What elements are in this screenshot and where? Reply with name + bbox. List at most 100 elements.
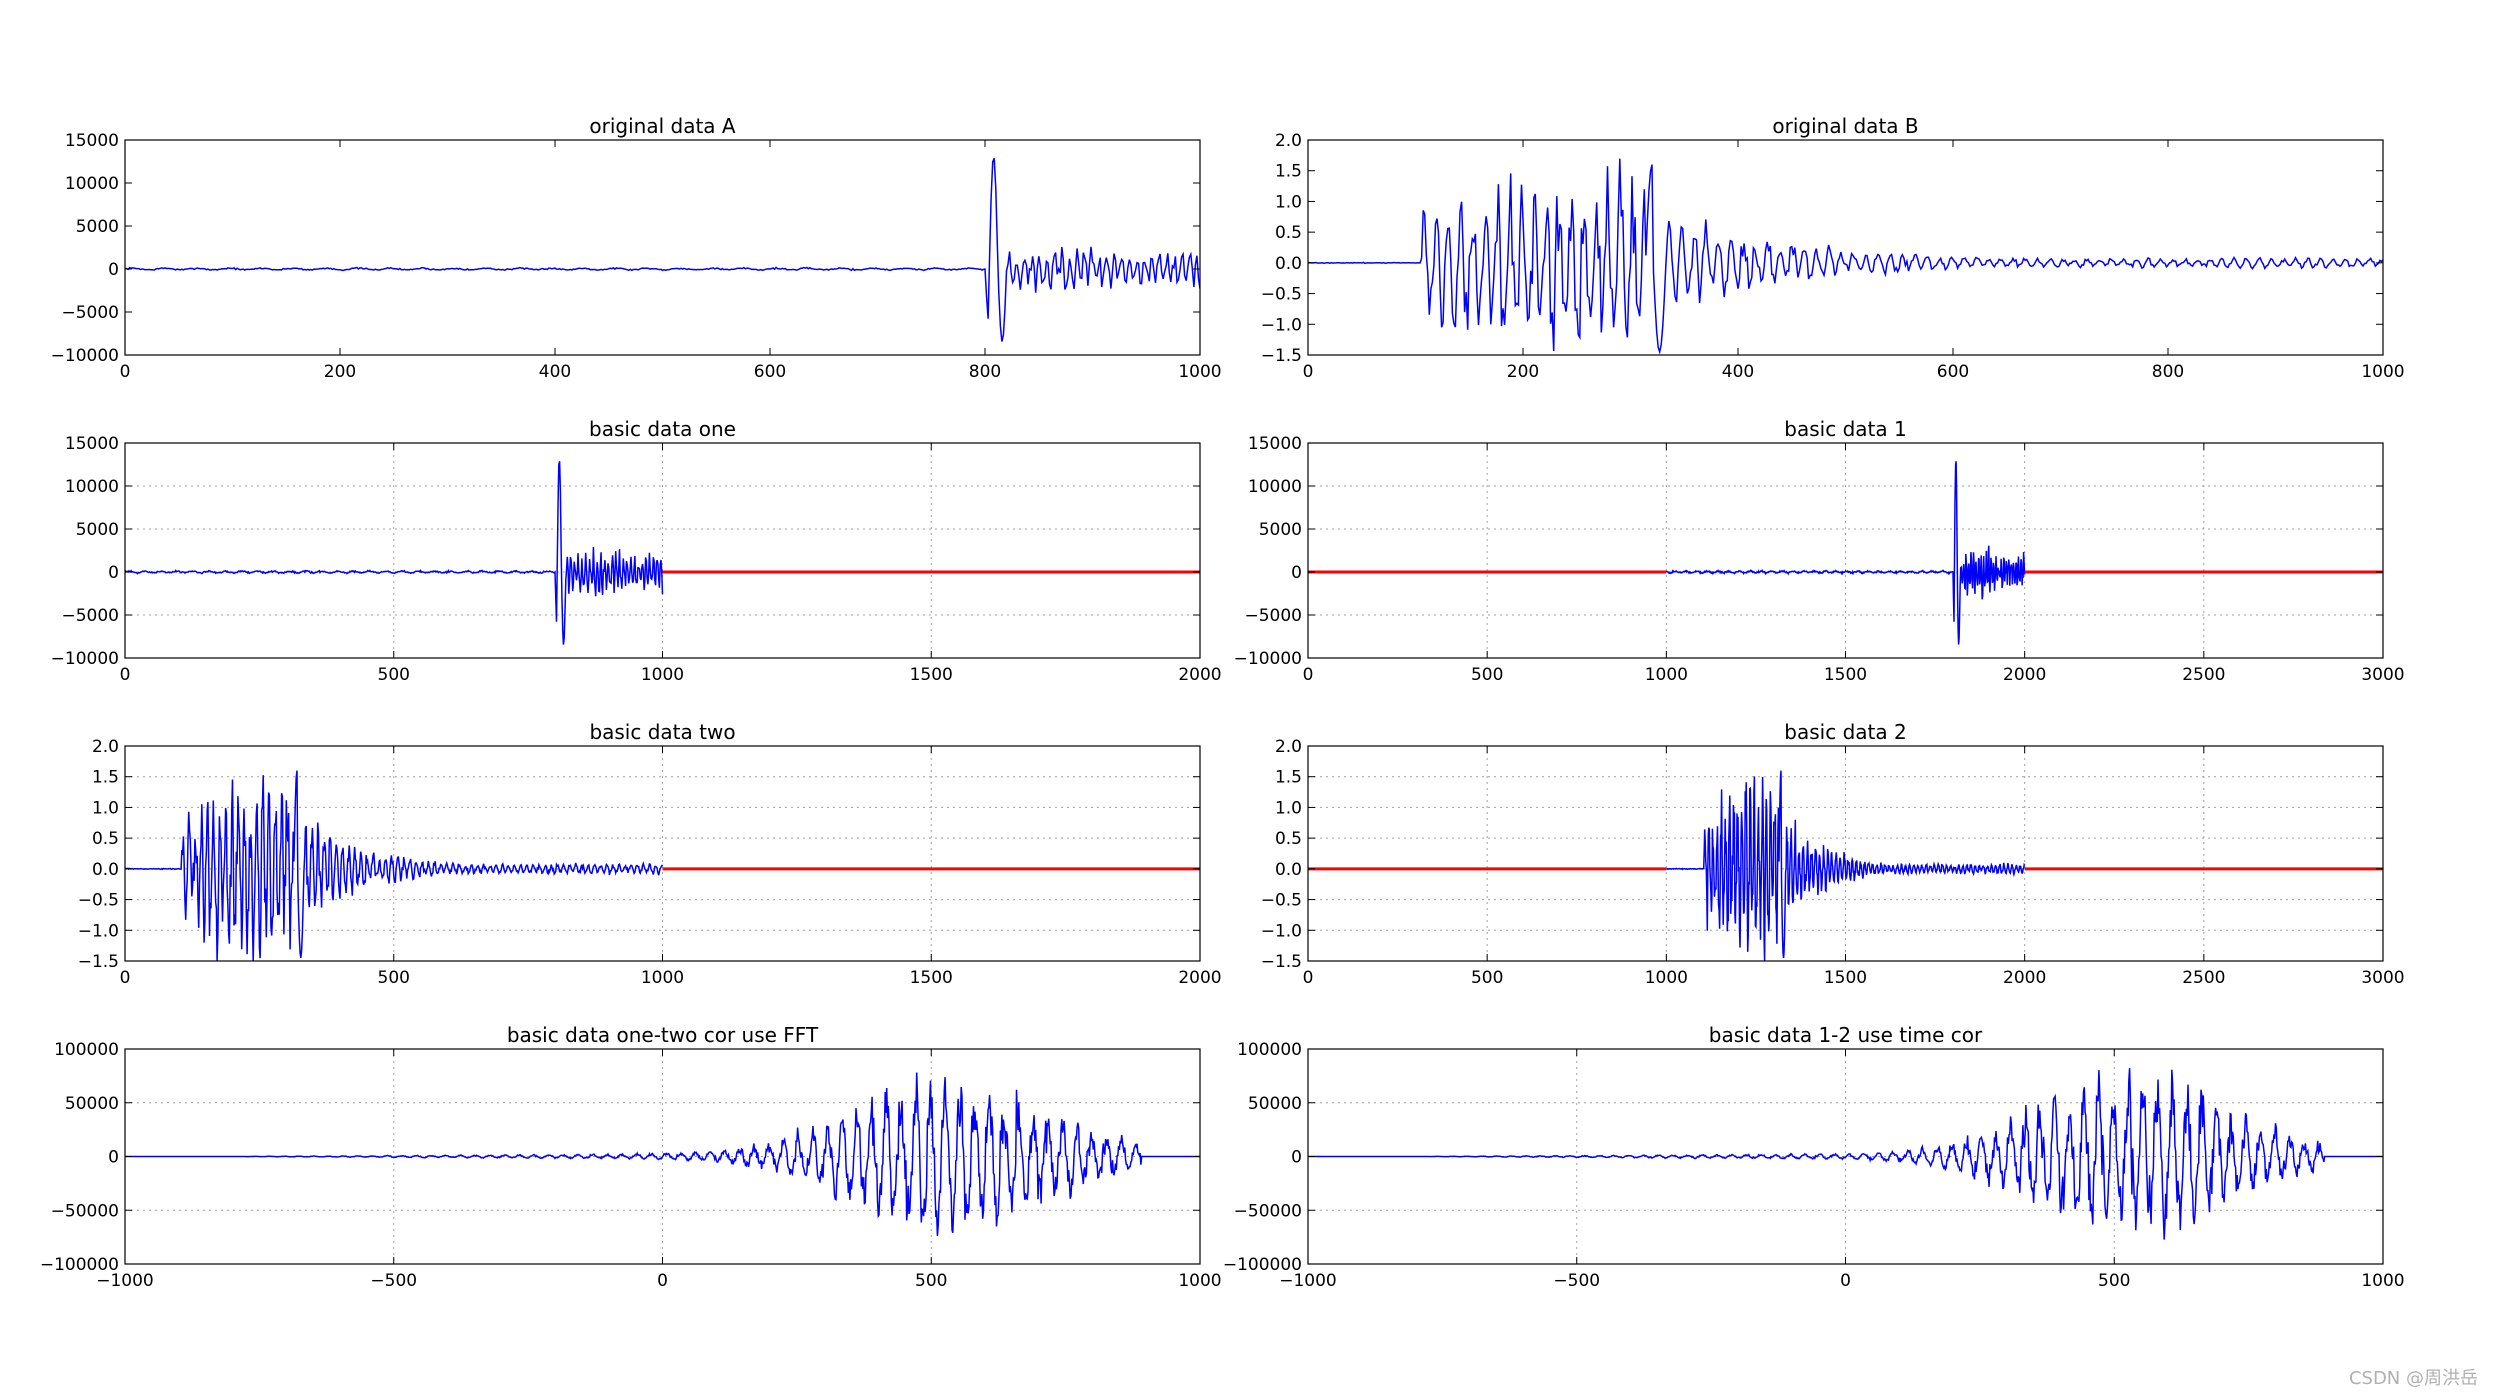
- y-tick-label: 0: [108, 1148, 119, 1168]
- subplot-title: original data A: [589, 114, 736, 138]
- x-tick-label: 0: [1303, 362, 1314, 382]
- x-tick-label: 3000: [2361, 665, 2404, 685]
- y-tick-label: 1.0: [1275, 192, 1302, 212]
- y-tick-label: −5000: [1244, 606, 1302, 626]
- y-tick-label: 1.0: [1275, 798, 1302, 818]
- y-tick-label: 5000: [76, 520, 119, 540]
- y-tick-label: −10000: [51, 346, 119, 366]
- x-tick-label: 0: [1303, 968, 1314, 988]
- watermark: CSDN @周洪岳: [2348, 1368, 2478, 1389]
- x-tick-label: 3000: [2361, 968, 2404, 988]
- y-tick-label: 50000: [1248, 1094, 1302, 1114]
- subplot-title: original data B: [1772, 114, 1918, 138]
- y-tick-label: 0: [108, 563, 119, 583]
- series-line-2: [1666, 770, 2026, 961]
- x-tick-label: 800: [969, 362, 1001, 382]
- y-tick-label: 50000: [65, 1094, 119, 1114]
- subplot-title: basic data one: [589, 417, 736, 441]
- y-tick-label: 0.0: [1275, 254, 1302, 274]
- y-tick-label: 1.5: [92, 768, 119, 788]
- y-tick-label: 15000: [65, 434, 119, 454]
- x-tick-label: 500: [1471, 968, 1503, 988]
- y-tick-label: −50000: [1234, 1201, 1302, 1221]
- y-tick-label: 100000: [1237, 1040, 1302, 1060]
- x-tick-label: 200: [1507, 362, 1539, 382]
- series-line-1: [125, 1072, 1200, 1236]
- x-tick-label: 0: [657, 1271, 668, 1291]
- x-tick-label: 1000: [641, 968, 684, 988]
- x-tick-label: 500: [378, 968, 410, 988]
- y-tick-label: −1.5: [1261, 952, 1302, 972]
- y-tick-label: −10000: [1234, 649, 1302, 669]
- x-tick-label: 0: [1303, 665, 1314, 685]
- x-tick-label: −1000: [96, 1271, 154, 1291]
- y-tick-label: −1.0: [78, 921, 119, 941]
- y-tick-label: 0: [108, 260, 119, 280]
- y-tick-label: −0.5: [1261, 891, 1302, 911]
- axes-frame: [1307, 139, 2384, 356]
- y-tick-label: −0.5: [1261, 285, 1302, 305]
- y-tick-label: 5000: [1259, 520, 1302, 540]
- x-tick-label: 600: [754, 362, 786, 382]
- subplot-8: −1000 −500 0 500 1000 −100000 −50000 0 50000 1000…: [1223, 1023, 2405, 1291]
- y-tick-label: 0.0: [92, 860, 119, 880]
- y-tick-label: −1.0: [1261, 921, 1302, 941]
- x-tick-label: 0: [120, 665, 131, 685]
- series-line-2: [1665, 461, 2026, 645]
- subplot-2: 0 200 400 600 800 1000 −1.5 −1.0 −0.5 0.0 0.5 1.0 1.…: [1261, 114, 2405, 382]
- y-tick-label: −100000: [40, 1255, 119, 1275]
- y-tick-label: 0: [1291, 563, 1302, 583]
- x-tick-label: 1500: [910, 665, 953, 685]
- y-tick-label: 10000: [1248, 477, 1302, 497]
- y-tick-label: −100000: [1223, 1255, 1302, 1275]
- axes-frame: [124, 442, 1201, 659]
- axes-frame: [124, 139, 1201, 356]
- y-tick-label: 10000: [65, 174, 119, 194]
- x-tick-label: −500: [370, 1271, 417, 1291]
- x-tick-label: 500: [378, 665, 410, 685]
- y-tick-label: 1.5: [1275, 768, 1302, 788]
- y-tick-label: −10000: [51, 649, 119, 669]
- x-tick-label: 2500: [2182, 665, 2225, 685]
- subplot-6: 0 500 1000 1500 2000 2500 3000 −1.5 −1.0 −0.5 0.0 0…: [1261, 720, 2405, 988]
- y-tick-label: 0.5: [1275, 223, 1302, 243]
- y-tick-label: −50000: [51, 1201, 119, 1221]
- x-tick-label: 1000: [1178, 1271, 1221, 1291]
- x-tick-label: 1000: [641, 665, 684, 685]
- x-tick-label: 1000: [2361, 362, 2404, 382]
- y-tick-label: 1.5: [1275, 162, 1302, 182]
- series-line-1: [125, 770, 664, 961]
- y-tick-label: −1.5: [1261, 346, 1302, 366]
- subplot-1: 0 200 400 600 800 1000 −10000 −5000 0 5000 10000 15…: [51, 114, 1222, 382]
- x-tick-label: −1000: [1279, 1271, 1337, 1291]
- x-tick-label: 1500: [1824, 665, 1867, 685]
- subplot-title: basic data 2: [1784, 720, 1906, 744]
- subplot-4: 0 500 1000 1500 2000 2500 3000 −10000 −5000 0 5000…: [1234, 417, 2405, 685]
- y-tick-label: −0.5: [78, 891, 119, 911]
- x-tick-label: 1000: [1645, 665, 1688, 685]
- subplot-title: basic data two: [589, 720, 735, 744]
- y-tick-label: 100000: [54, 1040, 119, 1060]
- subplot-title: basic data 1-2 use time cor: [1709, 1023, 1983, 1047]
- x-tick-label: 2000: [2003, 968, 2046, 988]
- y-tick-label: 15000: [1248, 434, 1302, 454]
- x-tick-label: 800: [2152, 362, 2184, 382]
- x-tick-label: 0: [120, 362, 131, 382]
- y-tick-label: 0.5: [1275, 829, 1302, 849]
- x-tick-label: 400: [1722, 362, 1754, 382]
- y-tick-label: 0: [1291, 1148, 1302, 1168]
- x-tick-label: −500: [1553, 1271, 1600, 1291]
- y-tick-label: 15000: [65, 131, 119, 151]
- series-line-1: [125, 158, 1200, 342]
- x-tick-label: 200: [324, 362, 356, 382]
- x-tick-label: 1500: [1824, 968, 1867, 988]
- y-tick-label: 0.5: [92, 829, 119, 849]
- x-tick-label: 500: [2098, 1271, 2130, 1291]
- axes-frame: [1307, 745, 2384, 962]
- y-tick-label: 1.0: [92, 798, 119, 818]
- x-tick-label: 2000: [2003, 665, 2046, 685]
- series-line-1: [125, 461, 664, 645]
- x-tick-label: 0: [1840, 1271, 1851, 1291]
- y-tick-label: 2.0: [1275, 737, 1302, 757]
